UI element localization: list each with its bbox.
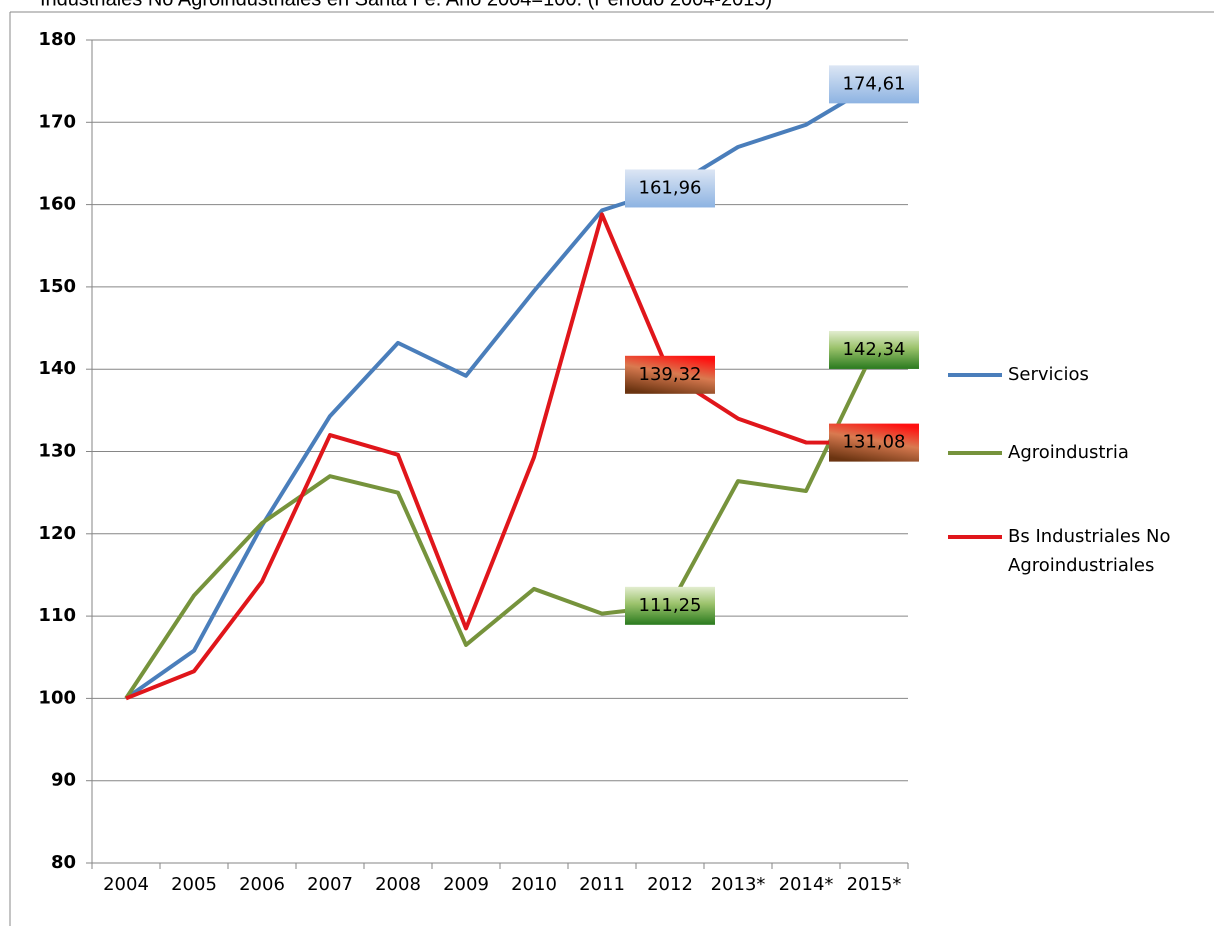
x-tick-label: 2006 xyxy=(239,874,285,895)
y-tick-label: 180 xyxy=(38,29,76,50)
x-tick-label: 2007 xyxy=(307,874,353,895)
label-box xyxy=(829,423,919,462)
data-label: 131,08 xyxy=(843,432,906,453)
y-tick-label: 110 xyxy=(38,605,76,626)
label-box xyxy=(829,65,919,104)
series-line xyxy=(124,82,876,701)
y-tick-label: 140 xyxy=(38,358,76,379)
x-tick-label: 2005 xyxy=(171,874,217,895)
x-tick-label: 2011 xyxy=(579,874,625,895)
y-tick-label: 90 xyxy=(51,770,76,791)
y-tick-label: 160 xyxy=(38,194,76,215)
label-box xyxy=(625,169,715,208)
legend-label: Bs Industriales No Agroindustriales xyxy=(1008,526,1171,576)
chart-title: Industriales No Agroindustriales en Sant… xyxy=(40,0,772,10)
data-label: 111,25 xyxy=(639,595,702,616)
x-tick-label: 2012 xyxy=(647,874,693,895)
legend-label: Servicios xyxy=(1008,364,1089,385)
x-tick-label: 2004 xyxy=(103,874,149,895)
frame-bg xyxy=(11,0,1214,11)
label-box xyxy=(625,355,715,394)
y-tick-label: 130 xyxy=(38,441,76,462)
data-label: 174,61 xyxy=(843,73,906,94)
label-box xyxy=(625,586,715,625)
data-label: 139,32 xyxy=(639,364,702,385)
y-tick-label: 150 xyxy=(38,276,76,297)
x-tick-label: 2014* xyxy=(779,874,834,895)
x-tick-label: 2009 xyxy=(443,874,489,895)
x-tick-label: 2015* xyxy=(847,874,902,895)
y-tick-label: 120 xyxy=(38,523,76,544)
y-tick-label: 80 xyxy=(51,852,76,873)
y-tick-label: 170 xyxy=(38,111,76,132)
series-line xyxy=(124,349,876,700)
y-tick-label: 100 xyxy=(38,687,76,708)
x-tick-label: 2010 xyxy=(511,874,557,895)
x-tick-label: 2013* xyxy=(711,874,766,895)
series-line xyxy=(125,212,875,701)
label-box xyxy=(829,330,919,369)
legend-label: Agroindustria xyxy=(1008,442,1129,463)
data-label: 161,96 xyxy=(639,177,702,198)
data-label: 142,34 xyxy=(843,339,906,360)
x-tick-label: 2008 xyxy=(375,874,421,895)
